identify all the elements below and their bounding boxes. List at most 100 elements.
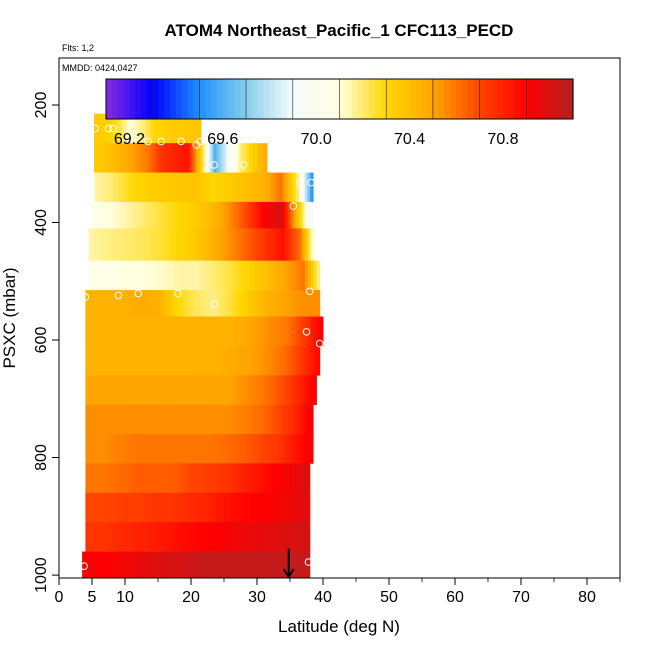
heatmap-cell [304, 228, 309, 262]
heatmap-cell [123, 375, 128, 405]
heatmap-cell [128, 492, 132, 523]
heatmap-cell [136, 172, 140, 203]
heatmap-cell [179, 113, 182, 144]
heatmap-cell [272, 434, 276, 464]
heatmap-cell [262, 290, 267, 317]
heatmap-cell [154, 522, 158, 552]
heatmap-cell [295, 290, 300, 317]
heatmap-cell [132, 434, 136, 464]
heatmap-cell [105, 463, 109, 494]
colorbar-swatch [561, 79, 568, 119]
heatmap-cell [316, 260, 321, 291]
heatmap-cell [193, 143, 197, 173]
heatmap-cell [151, 143, 155, 173]
heatmap-cell [196, 228, 201, 262]
heatmap-cell [212, 375, 217, 405]
heatmap-cell [256, 201, 260, 229]
heatmap-cell [123, 404, 127, 435]
heatmap-cell [134, 316, 138, 347]
colorbar-swatch [357, 79, 364, 119]
heatmap-cell [242, 143, 246, 173]
heatmap-cell [293, 201, 297, 229]
heatmap-cell [195, 551, 200, 579]
heatmap-cell [237, 492, 242, 523]
colorbar-swatch [316, 79, 323, 119]
heatmap-cell [165, 113, 168, 144]
heatmap-cell [174, 463, 178, 494]
heatmap-cell [103, 375, 107, 405]
heatmap-cell [189, 172, 193, 203]
heatmap-cell [257, 404, 262, 435]
heatmap-cell [193, 434, 197, 464]
heatmap-cell [183, 463, 187, 494]
heatmap-cell [236, 260, 241, 291]
heatmap-cell [195, 316, 199, 347]
heatmap-cell [138, 143, 142, 173]
heatmap-cell [91, 492, 95, 523]
heatmap-cell [105, 113, 109, 144]
colorbar-swatch [362, 79, 370, 119]
heatmap-cell [289, 290, 294, 317]
heatmap-cell [121, 345, 125, 376]
heatmap-cell [96, 551, 101, 579]
heatmap-cell [281, 492, 285, 523]
heatmap-cell [106, 260, 110, 291]
heatmap-cell [97, 316, 102, 347]
heatmap-cell [133, 260, 137, 291]
colorbar-tick-label: 69.6 [207, 131, 238, 148]
heatmap-cell [244, 143, 248, 173]
heatmap-cell [97, 375, 101, 405]
heatmap-cell [173, 113, 176, 144]
heatmap-cell [167, 316, 172, 347]
heatmap-cell [200, 172, 205, 203]
heatmap-cell [247, 345, 252, 376]
heatmap-cell [156, 260, 161, 291]
heatmap-cell [257, 434, 262, 464]
heatmap-cell [265, 172, 269, 203]
heatmap-cell [145, 345, 149, 376]
heatmap-cell [125, 316, 129, 347]
heatmap-cell [208, 404, 212, 435]
heatmap-cell [281, 463, 285, 494]
heatmap-cell [126, 201, 130, 229]
heatmap-cell [189, 113, 192, 144]
colorbar-swatch [222, 79, 230, 119]
heatmap-cell [295, 228, 300, 262]
heatmap-cell [172, 551, 177, 579]
heatmap-cell [151, 113, 154, 144]
heatmap-cell [199, 290, 204, 317]
heatmap-cell [154, 290, 158, 317]
heatmap-cell [181, 404, 186, 435]
heatmap-cell [157, 113, 160, 144]
heatmap-cell [164, 228, 169, 262]
heatmap-cell [102, 404, 107, 435]
heatmap-cell [217, 345, 222, 376]
heatmap-cell [102, 551, 106, 579]
heatmap-cell [281, 522, 285, 552]
heatmap-cell [259, 316, 263, 347]
heatmap-cell [97, 434, 101, 464]
heatmap-cell [239, 551, 244, 579]
heatmap-cell [299, 172, 303, 203]
heatmap-cell [211, 522, 216, 552]
heatmap-cell [187, 228, 192, 262]
heatmap-cell [230, 551, 235, 579]
colorbar-swatch [386, 79, 393, 119]
heatmap-cell [119, 522, 124, 552]
heatmap-cell [213, 143, 217, 173]
heatmap-cell [183, 113, 186, 144]
heatmap-cell [262, 345, 267, 376]
heatmap-cell [219, 260, 223, 291]
heatmap-cell [228, 434, 232, 464]
heatmap-cell [131, 492, 135, 523]
heatmap-cell [102, 522, 107, 552]
heatmap-cell [168, 522, 173, 552]
heatmap-cell [123, 228, 128, 262]
heatmap-cell [152, 551, 156, 579]
heatmap-cell [259, 290, 264, 317]
heatmap-cell [247, 201, 252, 229]
heatmap-cell [113, 172, 117, 203]
heatmap-cell [134, 492, 138, 523]
heatmap-cell [287, 172, 292, 203]
colorbar-swatch [263, 79, 271, 119]
